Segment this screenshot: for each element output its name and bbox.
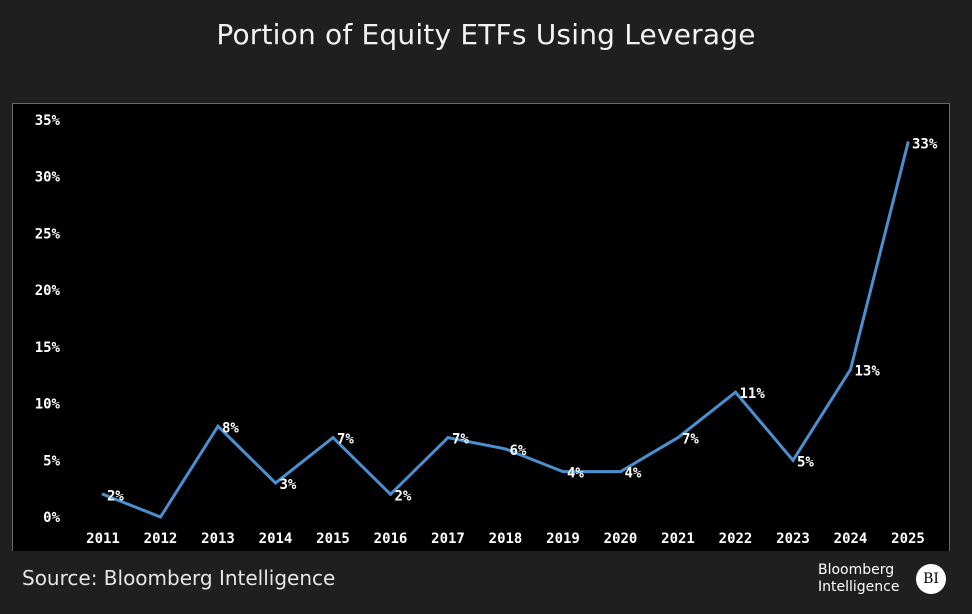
- bi-logo-icon: BI: [916, 564, 946, 594]
- data-label: 7%: [682, 432, 699, 448]
- data-label: 7%: [452, 432, 469, 448]
- data-point: [331, 436, 335, 440]
- data-point: [504, 447, 507, 451]
- data-point: [216, 424, 220, 428]
- x-tick-label: 2012: [144, 531, 178, 547]
- data-point: [734, 390, 737, 394]
- y-tick-label: 35%: [35, 113, 61, 129]
- data-point: [791, 458, 795, 462]
- line-chart: 0% 5% 10% 15% 20% 25% 30% 35% 2011 2012 2013 2014 20…: [35, 113, 938, 547]
- series-line: [102, 142, 910, 519]
- plot-area: 0% 5% 10% 15% 20% 25% 30% 35% 2011 2012 2013 2014 20…: [12, 103, 950, 551]
- data-point: [619, 470, 622, 474]
- data-label: 7%: [337, 432, 354, 448]
- logo-line-1: Bloomberg: [818, 562, 895, 578]
- y-tick-label: 5%: [43, 453, 60, 469]
- data-label: 4%: [567, 466, 584, 482]
- x-tick-label: 2015: [316, 531, 350, 547]
- x-tick-label: 2018: [489, 531, 523, 547]
- data-point: [389, 492, 392, 496]
- data-point: [446, 436, 450, 440]
- y-tick-label: 20%: [35, 283, 61, 299]
- data-point: [274, 481, 277, 485]
- x-tick-label: 2021: [661, 531, 695, 547]
- data-label: 5%: [797, 454, 814, 470]
- data-label: 2%: [107, 488, 124, 504]
- x-tick-label: 2016: [374, 531, 408, 547]
- x-tick-label: 2019: [546, 531, 580, 547]
- data-point: [561, 470, 565, 474]
- logo-line-2: Intelligence: [818, 579, 900, 595]
- data-point: [159, 515, 162, 519]
- y-tick-label: 15%: [35, 340, 61, 356]
- x-tick-label: 2017: [431, 531, 465, 547]
- x-tick-label: 2011: [86, 531, 120, 547]
- source-note: Source: Bloomberg Intelligence: [22, 566, 336, 590]
- bloomberg-intelligence-logo: Bloomberg Intelligence: [818, 562, 899, 596]
- data-point: [849, 368, 852, 372]
- data-label: 3%: [280, 477, 297, 493]
- data-label: 11%: [740, 386, 766, 402]
- data-label: 33%: [912, 137, 938, 153]
- data-point: [906, 141, 910, 145]
- x-tick-label: 2023: [776, 531, 810, 547]
- y-tick-label: 25%: [35, 226, 61, 242]
- data-label: 8%: [222, 420, 239, 436]
- y-tick-label: 10%: [35, 397, 61, 413]
- data-label: 2%: [395, 488, 412, 504]
- y-tick-label: 0%: [43, 510, 60, 526]
- data-label: 6%: [510, 443, 527, 459]
- x-tick-label: 2024: [834, 531, 868, 547]
- x-tick-label: 2014: [259, 531, 293, 547]
- data-point: [101, 492, 105, 496]
- chart-title: Portion of Equity ETFs Using Leverage: [216, 18, 756, 51]
- y-tick-label: 30%: [35, 170, 61, 186]
- x-tick-label: 2020: [604, 531, 638, 547]
- data-point: [676, 436, 680, 440]
- x-tick-label: 2022: [719, 531, 753, 547]
- x-tick-label: 2013: [201, 531, 235, 547]
- data-label: 13%: [855, 364, 881, 380]
- data-label: 4%: [625, 466, 642, 482]
- x-tick-label: 2025: [891, 531, 925, 547]
